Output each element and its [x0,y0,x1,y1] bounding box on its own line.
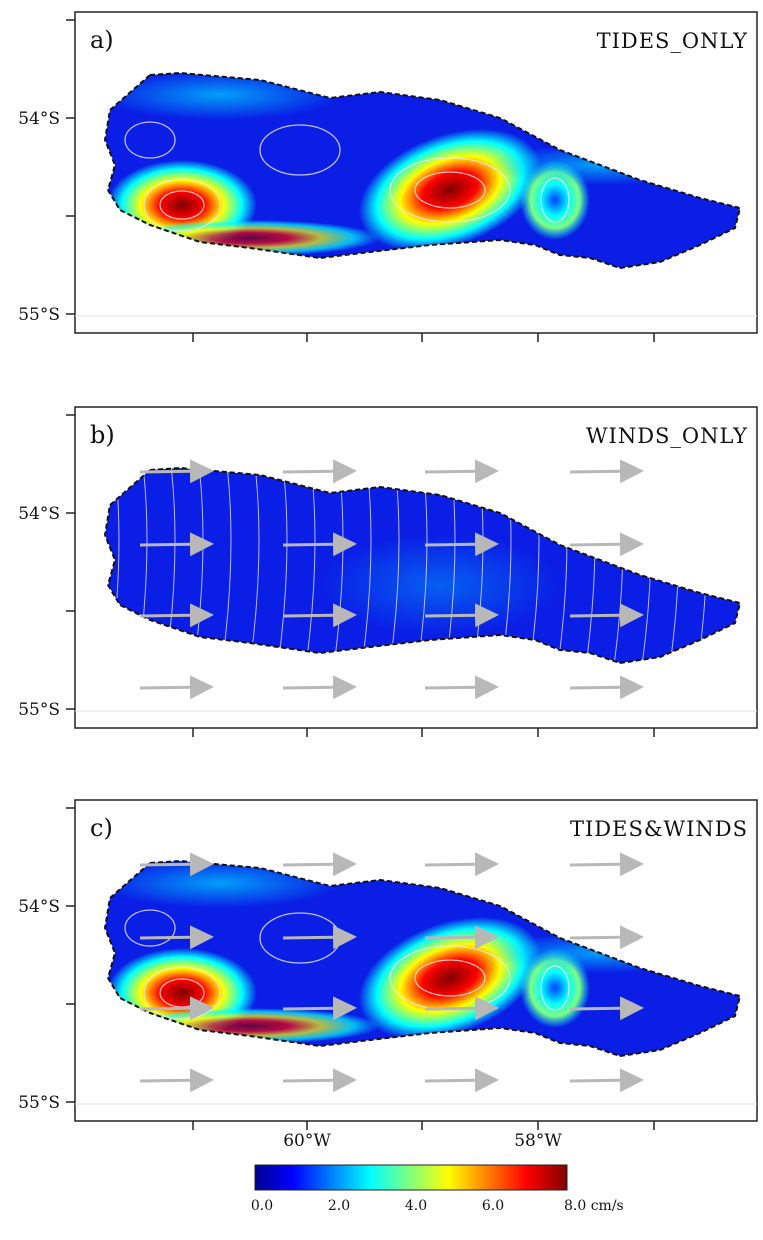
wind-arrow [139,675,214,700]
map-panel: 54°S 55°S c) TIDES&WINDS [18,799,758,1130]
wind-arrow [282,459,357,484]
colorbar-label: 2.0 [328,1198,350,1214]
wind-arrow [139,852,214,877]
wind-arrow [569,603,644,628]
y-tick-label: 54°S [18,897,60,917]
colorbar: 0.0 2.0 4.0 6.0 8.0 cm/s [251,1164,624,1214]
streamline [143,178,221,232]
wind-arrow [569,532,644,557]
x-tick-label: 60°W [283,1131,331,1151]
colorbar-label: 4.0 [405,1198,427,1214]
wind-arrow [424,852,499,877]
streamline [259,124,341,176]
panel-title: TIDES&WINDS [570,817,748,841]
wind-arrow [569,675,644,700]
map-panel: 54°S 55°S a) TIDES_ONLY [18,11,758,342]
wind-arrow [424,603,499,628]
colorbar-label: 8.0 cm/s [564,1198,624,1214]
streamline [540,177,570,223]
wind-arrow [424,532,499,557]
wind-arrow [282,1068,357,1093]
wind-arrow [139,603,214,628]
wind-arrow [282,852,357,877]
wind-arrow [282,532,357,557]
streamline [124,909,176,947]
streamline [143,966,221,1020]
wind-arrow [139,1068,214,1093]
wind-arrow [282,996,357,1021]
bank-outline [103,71,742,270]
bank-outline [103,466,742,665]
panel-label: a) [90,26,114,54]
wind-arrow [424,996,499,1021]
panel-title: WINDS_ONLY [586,424,748,448]
wind-arrow [424,1068,499,1093]
wind-arrow [282,925,357,950]
wind-arrow [282,603,357,628]
speed-field [109,468,708,663]
panel-label: c) [90,814,113,842]
y-tick-label: 55°S [18,305,60,325]
y-tick-label: 55°S [18,700,60,720]
colorbar-ramp [254,1164,568,1191]
speed-band [320,535,560,635]
streamline [414,171,486,209]
panel-label: b) [90,421,115,449]
panel-title: TIDES_ONLY [597,29,749,53]
streamline [221,468,232,663]
y-tick-label: 54°S [18,504,60,524]
wind-arrow [569,996,644,1021]
panels: 54°S 55°S a) TIDES_ONLY 54°S 55°S b) WINDS_ONLY… [18,11,758,1151]
wind-arrow [424,459,499,484]
streamline [249,468,260,663]
colorbar-label: 0.0 [251,1198,273,1214]
bank-outline [103,859,742,1058]
streamline [414,959,486,997]
x-tick-label: 58°W [514,1131,562,1151]
wind-arrow [569,925,644,950]
wind-arrow [424,925,499,950]
streamline [389,157,511,223]
streamline [540,965,570,1011]
wind-arrow [139,532,214,557]
map-panel: 54°S 55°S b) WINDS_ONLY [18,406,758,737]
wind-arrow [139,996,214,1021]
wind-arrow [569,459,644,484]
streamline [124,121,176,159]
wind-arrow [139,459,214,484]
streamline [159,190,205,220]
y-tick-label: 55°S [18,1093,60,1113]
wind-arrow [569,852,644,877]
wind-arrow [569,1068,644,1093]
wind-arrow [282,675,357,700]
y-tick-label: 54°S [18,109,60,129]
wind-arrow [424,675,499,700]
colorbar-label: 6.0 [482,1198,504,1214]
streamline [277,468,288,663]
wind-arrow [139,925,214,950]
